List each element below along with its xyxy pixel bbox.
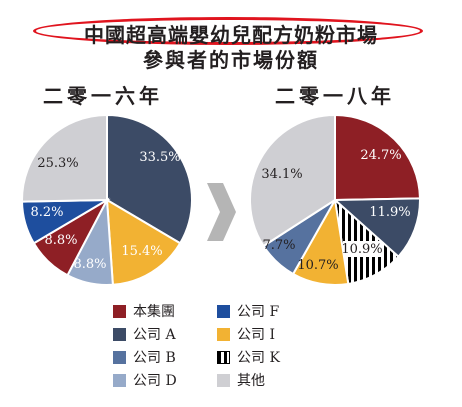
legend-label: 公司 A [133,327,176,343]
pie-2018-data-label-5: 34.1% [261,167,302,182]
legend-swatch [217,328,230,341]
legend-label: 本集團 [133,304,175,320]
legend-swatch [113,328,126,341]
pie-2016-data-label-1: 15.4% [121,244,162,259]
pie-2018-slice-0 [334,113,421,202]
legend-swatch [113,374,126,387]
transition-arrow-icon [207,183,236,241]
pie-2018-slice-5 [249,113,336,248]
legend-label: 公司 K [237,350,280,366]
title-highlight-oval [33,17,423,45]
legend-swatch [217,351,230,364]
pie-2018-data-label-1: 11.9% [369,205,410,220]
legend-swatch [217,305,230,318]
legend-label: 公司 B [133,350,176,366]
legend-label: 公司 D [133,373,177,389]
legend-swatch [217,374,230,387]
pie-2018-label-bg-2 [343,241,381,257]
legend-swatch [113,305,126,318]
pie-2016-title: 二零一六年 [43,84,163,108]
pie-2018-data-label-4: 7.7% [262,238,295,253]
legend-label: 其他 [237,373,265,389]
figure-subtitle: 參與者的市場份額 [143,48,319,72]
pie-2016-slice-5 [21,113,108,203]
pie-2016-data-label-4: 8.2% [30,205,63,220]
figure-title: 中國超高端嬰幼兒配方奶粉市場 [84,23,378,47]
pie-2018-data-label-0: 24.7% [360,148,401,163]
pie-2018-data-label-2: 10.9% [341,242,382,257]
pie-2018: 24.7% 11.9% 10.9%10.7%7.7% 34.1% [249,113,421,286]
legend-swatch [113,351,126,364]
legend-label: 公司 I [237,327,275,343]
pie-2016-slice-1 [105,198,182,286]
pie-2016-slice-0 [106,113,193,245]
pie-2018-slice-1 [332,197,421,259]
legend-label: 公司 F [237,304,280,320]
pie-2016-data-label-2: 8.8% [73,257,106,272]
pie-2016-data-label-5: 25.3% [37,156,78,171]
pie-2016-data-label-3: 8.8% [44,233,77,248]
pie-2016-data-label-0: 33.5% [139,150,180,165]
pie-2018-data-label-3: 10.7% [297,258,338,273]
pie-2016: 33.5% 15.4% 8.8% 8.8% 8.2% 25.3% [21,113,193,286]
pie-2018-title: 二零一八年 [275,84,395,108]
